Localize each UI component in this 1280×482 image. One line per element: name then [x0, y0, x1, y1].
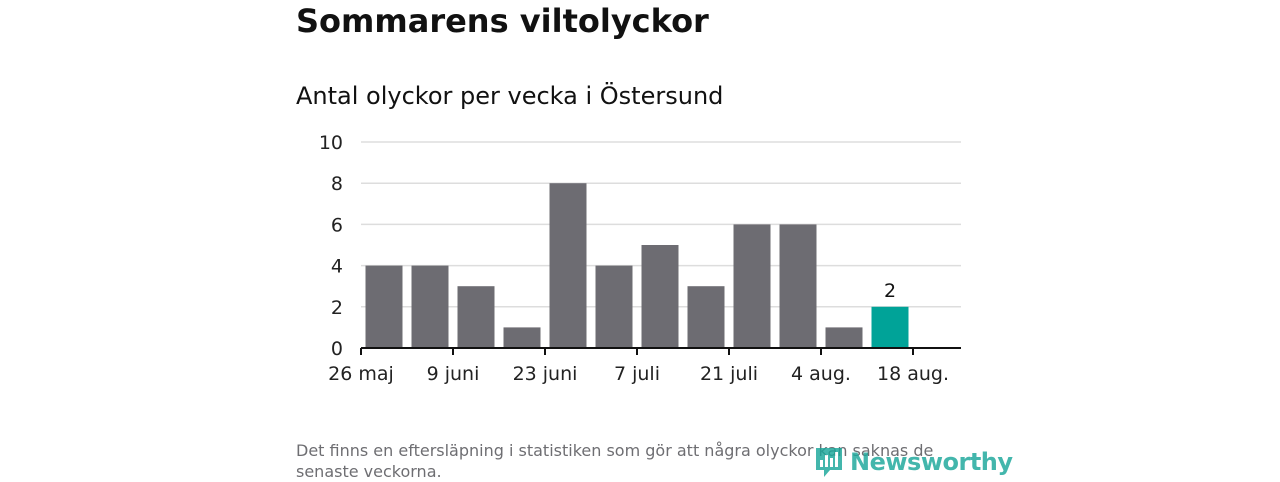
newsworthy-logo: Newsworthy: [814, 446, 1013, 478]
x-tick-label: 23 juni: [513, 363, 578, 385]
chart-subtitle: Antal olyckor per vecka i Östersund: [296, 82, 724, 110]
bar: [457, 286, 495, 348]
x-tick-label: 18 aug.: [877, 363, 949, 385]
logo-text: Newsworthy: [850, 448, 1013, 476]
y-tick-label: 8: [331, 173, 343, 195]
chart-title: Sommarens viltolyckor: [296, 2, 709, 40]
y-tick-label: 2: [331, 297, 343, 319]
bar: [687, 286, 725, 348]
bar: [365, 265, 403, 348]
data-label: 2: [884, 280, 896, 302]
bar: [411, 265, 449, 348]
x-tick-label: 4 aug.: [791, 363, 851, 385]
y-tick-label: 4: [331, 256, 343, 278]
y-tick-label: 0: [331, 338, 343, 360]
x-tick-label: 21 juli: [700, 363, 758, 385]
bar: [595, 265, 633, 348]
bar-chart: 0 2 4 6 8 10 2 26 maj 9 juni 23 juni 7 juli 21 juli…: [319, 132, 961, 385]
bar: [825, 327, 863, 348]
x-tick-label: 7 juli: [614, 363, 660, 385]
x-tick-label: 9 juni: [427, 363, 480, 385]
bar: [641, 245, 679, 348]
bar: [779, 224, 817, 348]
bar: [549, 183, 587, 348]
bar-chart-bubble-icon: [816, 448, 842, 477]
footnote: Det finns en eftersläpning i statistiken…: [296, 441, 934, 481]
y-tick-label: 10: [319, 132, 343, 154]
y-tick-label: 6: [331, 214, 343, 236]
bar: [733, 224, 771, 348]
bar: [871, 306, 909, 348]
bar: [503, 327, 541, 348]
x-tick-label: 26 maj: [328, 363, 394, 385]
